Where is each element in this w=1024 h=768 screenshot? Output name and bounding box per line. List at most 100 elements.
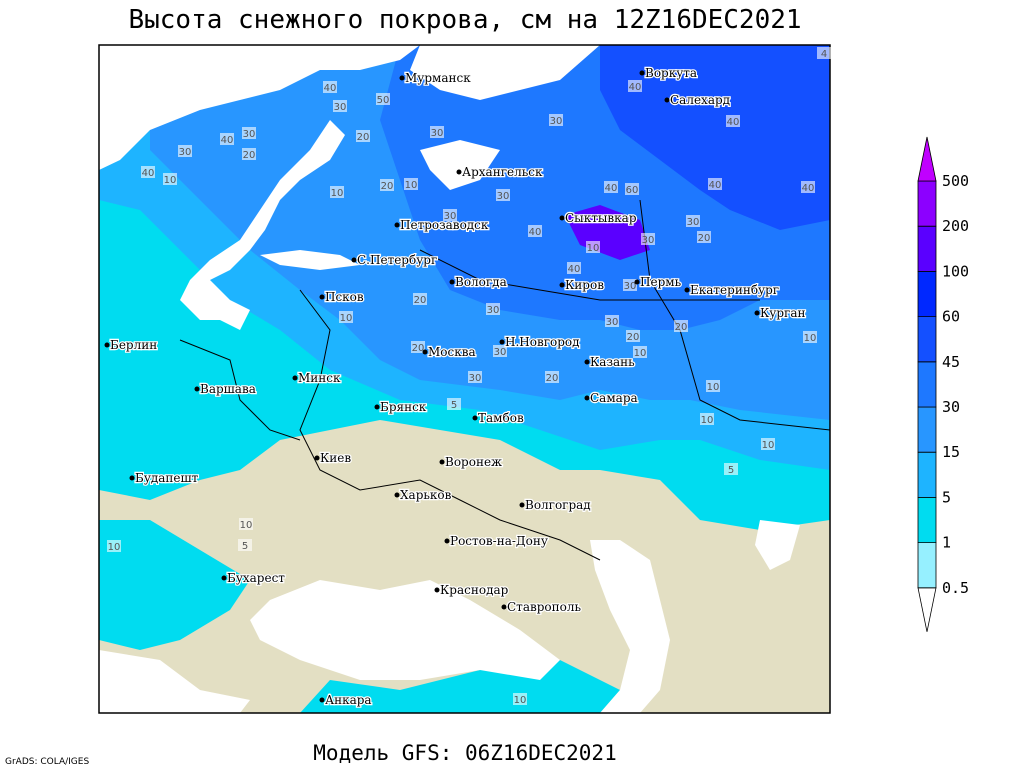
city-label: Воркута: [645, 66, 697, 80]
legend-label: 200: [942, 217, 969, 235]
city-dot: [754, 310, 760, 316]
map: [99, 45, 830, 713]
city-label: Будапешт: [135, 471, 199, 485]
contour-label-bg: [411, 341, 425, 353]
contour-label: 30: [624, 281, 637, 292]
contour-label: 40: [324, 83, 337, 94]
contour-label: 20: [698, 233, 711, 244]
city-label: Берлин: [110, 338, 157, 352]
contour-label-bg: [107, 540, 121, 552]
contour-label-bg: [238, 539, 252, 551]
contour-label-bg: [549, 114, 563, 126]
legend-swatch: [917, 497, 937, 543]
contour-label: 30: [642, 235, 655, 246]
contour-label: 10: [405, 180, 418, 191]
contour-label-bg: [496, 189, 510, 201]
city-label: Минск: [298, 371, 341, 385]
legend-swatch: [917, 180, 937, 227]
city-label: Киев: [320, 451, 351, 465]
title: Высота снежного покрова, см на 12Z16DEC2…: [128, 5, 801, 35]
contour-label-bg: [700, 413, 714, 425]
contour-label-bg: [528, 225, 542, 237]
city-label: Самара: [590, 391, 638, 405]
legend-swatch: [917, 406, 937, 453]
contour-label: 20: [381, 181, 394, 192]
contour-label: 40: [221, 135, 234, 146]
contour-label: 20: [243, 150, 256, 161]
city-label: Псков: [325, 290, 364, 304]
contour-label: 30: [687, 217, 700, 228]
contour-label-bg: [726, 115, 740, 127]
contour-label-bg: [443, 209, 457, 221]
contour-label: 10: [707, 382, 720, 393]
legend-label: 100: [942, 262, 969, 280]
contour-label: 40: [142, 168, 155, 179]
contour-label: 30: [243, 129, 256, 140]
legend-swatch: [917, 361, 937, 408]
contour-label: 10: [240, 520, 253, 531]
contour-label: 10: [164, 175, 177, 186]
city-dot: [394, 492, 400, 498]
legend-label: 30: [942, 398, 960, 416]
city-label: Мурманск: [405, 71, 471, 85]
contour-label-bg: [625, 183, 639, 195]
city-dot: [499, 339, 505, 345]
contour-label-bg: [220, 133, 234, 145]
city-dot: [394, 222, 400, 228]
contour-label: 10: [108, 542, 121, 553]
city-dot: [472, 415, 478, 421]
subtitle: Модель GFS: 06Z16DEC2021: [313, 741, 616, 765]
contour-label: 10: [634, 348, 647, 359]
contour-label-bg: [413, 293, 427, 305]
contour-label: 40: [605, 183, 618, 194]
contour-label: 30: [487, 305, 500, 316]
contour-label: 20: [412, 343, 425, 354]
contour-label: 30: [444, 211, 457, 222]
contour-label-bg: [380, 179, 394, 191]
city-dot: [684, 287, 690, 293]
city-label: Вологда: [455, 275, 507, 289]
contour-label: 30: [606, 317, 619, 328]
city-dot: [559, 282, 565, 288]
contour-label: 40: [568, 264, 581, 275]
city-label: Брянск: [380, 400, 427, 414]
contour-label: 20: [675, 322, 688, 333]
contour-label: 40: [727, 117, 740, 128]
city-dot: [434, 587, 440, 593]
contour-label-bg: [708, 178, 722, 190]
legend-swatch: [917, 451, 937, 498]
contour-label-bg: [493, 345, 507, 357]
city-label: Курган: [760, 306, 805, 320]
city-dot: [639, 70, 645, 76]
legend-label: 0.5: [942, 579, 969, 597]
contour-label: 10: [331, 188, 344, 199]
city-label: Архангельск: [462, 165, 543, 179]
contour-label: 30: [494, 347, 507, 358]
city-label: Сыктывкар: [565, 211, 637, 225]
legend-label: 5: [942, 488, 951, 506]
legend-label: 15: [942, 443, 960, 461]
city-dot: [221, 575, 227, 581]
legend-swatch: [917, 316, 937, 363]
city-label: Харьков: [400, 488, 452, 502]
city-dot: [319, 697, 325, 703]
legend-label: 500: [942, 172, 969, 190]
contour-label-bg: [376, 93, 390, 105]
city-dot: [439, 459, 445, 465]
contour-label: 20: [627, 332, 640, 343]
legend-swatch: [917, 225, 937, 272]
contour-label-bg: [330, 186, 344, 198]
city-dot: [399, 75, 405, 81]
contour-label: 30: [550, 116, 563, 127]
contour-label-bg: [817, 47, 831, 59]
contour-label: 40: [709, 180, 722, 191]
city-dot: [584, 359, 590, 365]
contour-label-bg: [623, 279, 637, 291]
city-dot: [449, 279, 455, 285]
legend-label: 1: [942, 534, 951, 552]
contour-label: 20: [414, 295, 427, 306]
contour-label-bg: [697, 231, 711, 243]
city-dot: [129, 475, 135, 481]
contour-label: 30: [431, 128, 444, 139]
city-dot: [456, 169, 462, 175]
